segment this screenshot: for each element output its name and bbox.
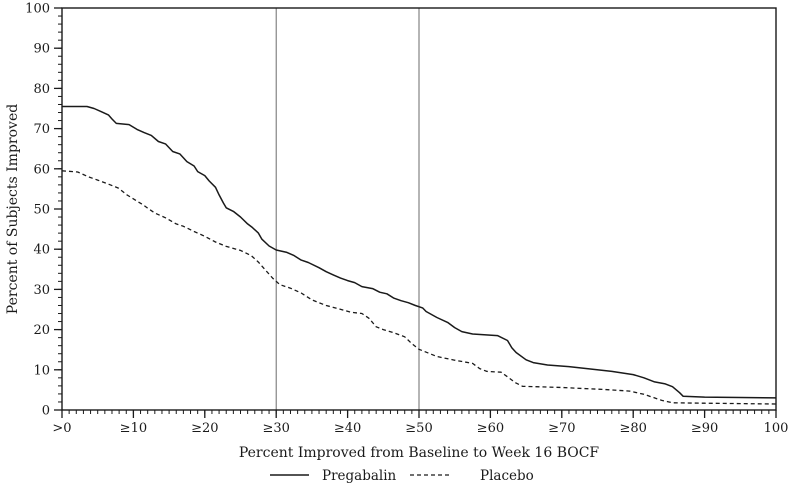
y-axis-title: Percent of Subjects Improved xyxy=(5,104,21,314)
y-tick-label: 50 xyxy=(33,203,50,218)
legend: Pregabalin Placebo xyxy=(270,468,534,484)
pregabalin-curve xyxy=(62,105,777,399)
y-tick-label: 10 xyxy=(33,363,50,378)
x-tick-label: ≥50 xyxy=(405,421,432,436)
x-tick-label: ≥90 xyxy=(691,421,718,436)
x-tick-label: ≥60 xyxy=(477,421,504,436)
legend-label-pregabalin: Pregabalin xyxy=(322,468,397,484)
x-axis-title: Percent Improved from Baseline to Week 1… xyxy=(239,445,600,461)
x-tick-label: 100 xyxy=(764,421,789,436)
y-tick-label: 90 xyxy=(33,42,50,57)
y-tick-label: 100 xyxy=(25,2,50,17)
x-tick-label: ≥80 xyxy=(619,421,646,436)
x-tick-label: ≥30 xyxy=(262,421,289,436)
y-tick-label: 60 xyxy=(33,162,50,177)
y-tick-label: 0 xyxy=(42,404,50,419)
legend-label-placebo: Placebo xyxy=(480,468,534,484)
x-tick-label: ≥40 xyxy=(334,421,361,436)
y-tick-label: 80 xyxy=(33,82,50,97)
x-tick-label: ≥20 xyxy=(191,421,218,436)
y-tick-label: 40 xyxy=(33,243,50,258)
y-tick-label: 20 xyxy=(33,323,50,338)
y-tick-label: 70 xyxy=(33,122,50,137)
y-tick-label: 30 xyxy=(33,283,50,298)
x-tick-label: >0 xyxy=(52,421,71,436)
x-tick-label: ≥10 xyxy=(120,421,147,436)
x-tick-label: ≥70 xyxy=(548,421,575,436)
plot-border xyxy=(61,7,777,411)
